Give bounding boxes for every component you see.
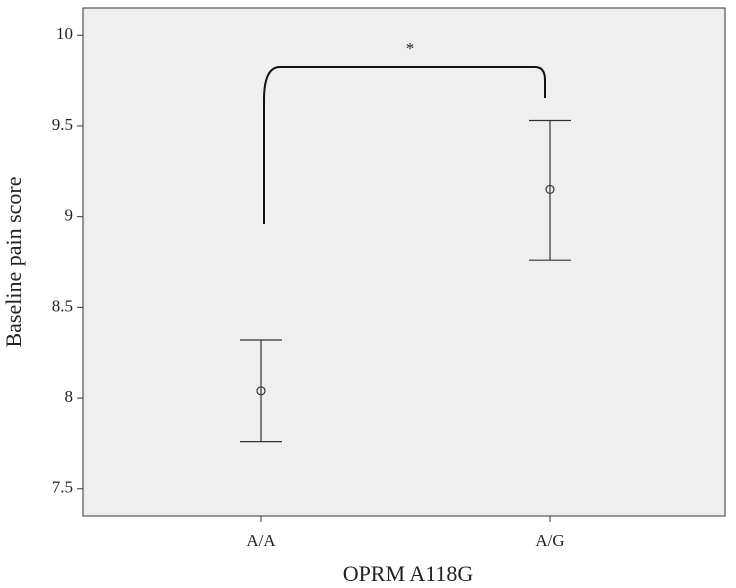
mean-point: [256, 386, 266, 396]
mean-point: [545, 184, 555, 195]
x-tick-label: A/G: [535, 531, 564, 550]
y-tick-label: 9.5: [52, 115, 73, 134]
y-tick-label: 8: [65, 387, 74, 406]
x-tick-label: A/A: [246, 531, 276, 550]
annotation: *: [406, 39, 415, 58]
y-tick-label: 7.5: [52, 478, 73, 497]
significance-bracket: [263, 66, 546, 224]
y-axis-title: Baseline pain score: [1, 176, 26, 347]
plot-area: [82, 7, 726, 517]
y-tick-label: 8.5: [52, 296, 73, 315]
x-axis-title: OPRM A118G: [343, 561, 474, 586]
y-tick-label: 9: [65, 206, 74, 225]
y-tick-label: 10: [56, 24, 73, 43]
